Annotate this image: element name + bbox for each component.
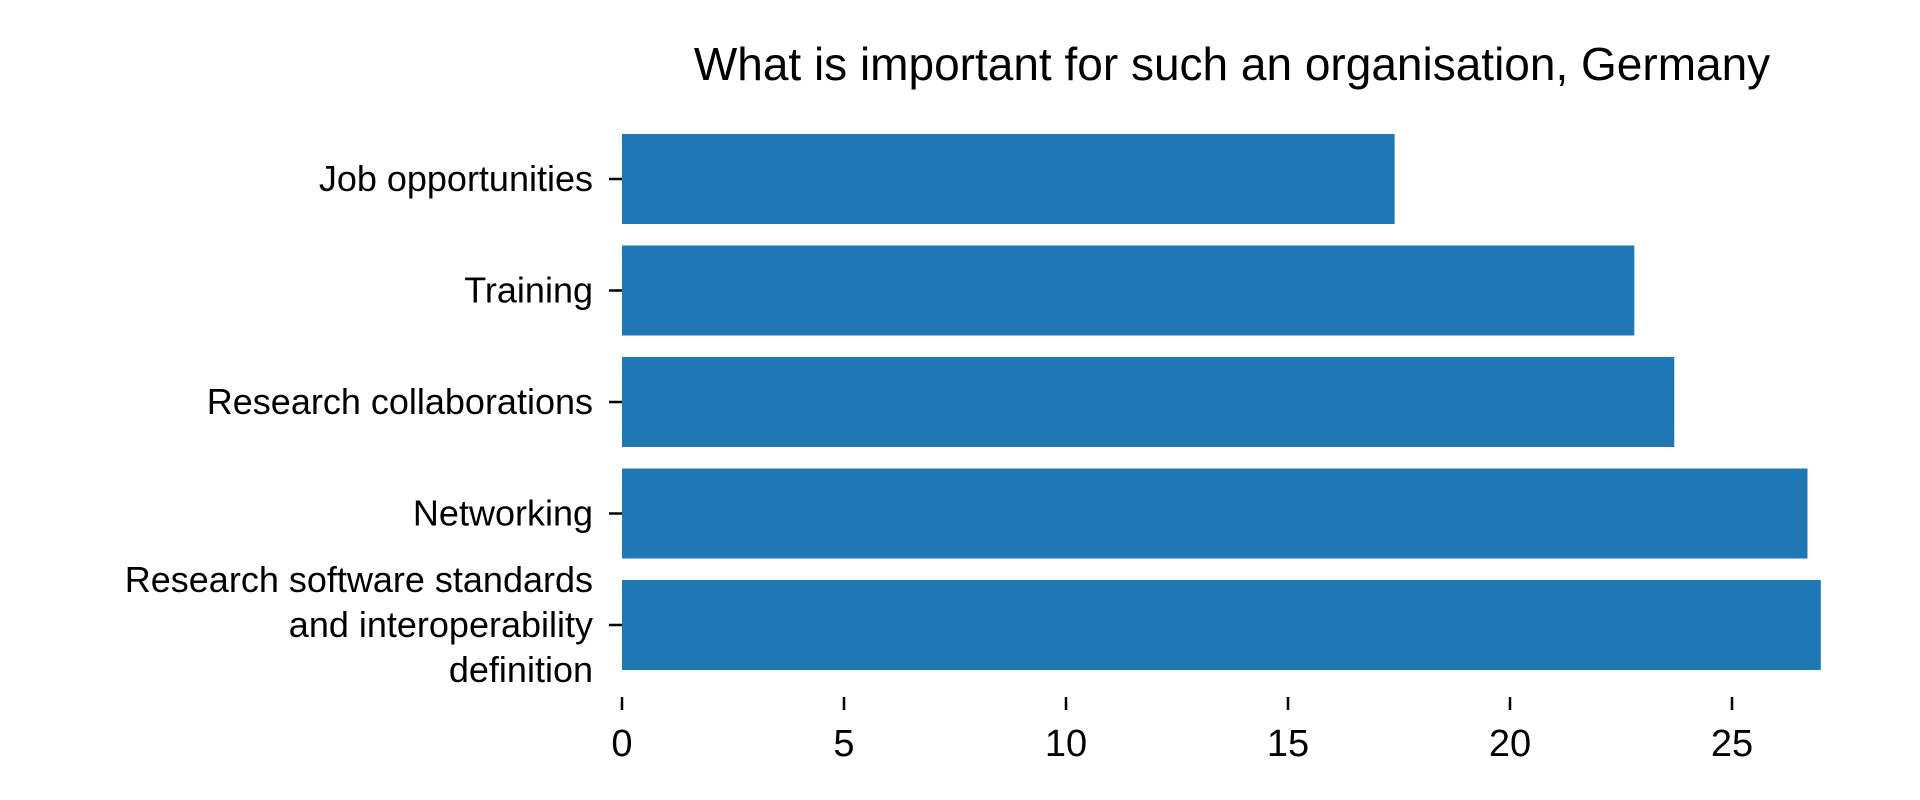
- x-tick-label: 5: [833, 723, 854, 765]
- y-tick-label: Research collaborations: [207, 381, 593, 422]
- x-axis: 0 5 10 15 20 25: [611, 697, 1753, 765]
- x-tick-label: 10: [1045, 723, 1087, 765]
- x-tick-label: 20: [1489, 723, 1531, 765]
- bar: [622, 468, 1808, 559]
- y-tick-label: Training: [464, 270, 593, 311]
- y-tick-label: Research software standards and interoper…: [125, 559, 593, 690]
- x-tick-label: 25: [1711, 723, 1753, 765]
- x-tick-label: 0: [611, 723, 632, 765]
- bar: [622, 245, 1635, 336]
- bars-group: [622, 134, 1821, 670]
- y-tick-label: Networking: [413, 493, 593, 534]
- x-tick-label: 15: [1267, 723, 1309, 765]
- bar: [622, 357, 1675, 447]
- y-axis: Job opportunities Training Research collab…: [125, 158, 622, 690]
- chart-title: What is important for such an organisati…: [694, 38, 1770, 90]
- bar: [622, 580, 1821, 670]
- bar: [622, 134, 1395, 224]
- y-tick-label: Job opportunities: [319, 158, 593, 199]
